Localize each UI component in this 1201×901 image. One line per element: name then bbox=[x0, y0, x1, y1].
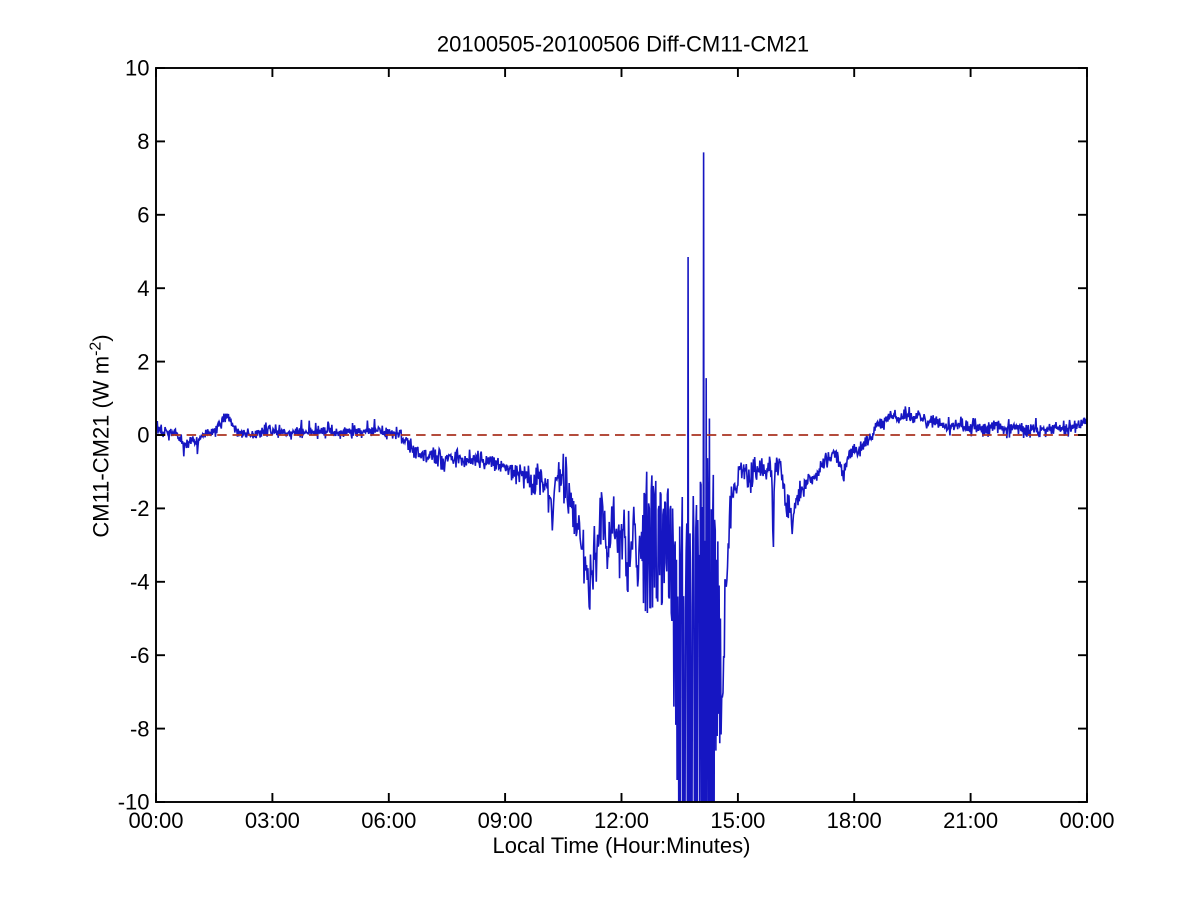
svg-text:-2: -2 bbox=[130, 496, 150, 521]
svg-text:-4: -4 bbox=[130, 570, 150, 595]
svg-text:18:00: 18:00 bbox=[827, 808, 882, 833]
svg-text:8: 8 bbox=[137, 129, 149, 154]
svg-text:21:00: 21:00 bbox=[943, 808, 998, 833]
svg-text:6: 6 bbox=[137, 203, 149, 228]
svg-text:0: 0 bbox=[137, 423, 149, 448]
svg-text:00:00: 00:00 bbox=[1059, 808, 1114, 833]
svg-text:06:00: 06:00 bbox=[361, 808, 416, 833]
svg-text:12:00: 12:00 bbox=[594, 808, 649, 833]
svg-text:-6: -6 bbox=[130, 643, 150, 668]
svg-text:10: 10 bbox=[125, 56, 149, 81]
svg-text:-10: -10 bbox=[118, 790, 150, 815]
svg-text:4: 4 bbox=[137, 276, 149, 301]
svg-text:Local Time (Hour:Minutes): Local Time (Hour:Minutes) bbox=[493, 833, 751, 858]
svg-text:15:00: 15:00 bbox=[710, 808, 765, 833]
svg-text:20100505-20100506 Diff-CM11-CM: 20100505-20100506 Diff-CM11-CM21 bbox=[437, 32, 809, 57]
svg-text:00:00: 00:00 bbox=[128, 808, 183, 833]
svg-text:2: 2 bbox=[137, 349, 149, 374]
svg-text:CM11-CM21 (W m-2): CM11-CM21 (W m-2) bbox=[88, 334, 114, 537]
svg-text:03:00: 03:00 bbox=[245, 808, 300, 833]
svg-text:-8: -8 bbox=[130, 716, 150, 741]
svg-text:09:00: 09:00 bbox=[478, 808, 533, 833]
